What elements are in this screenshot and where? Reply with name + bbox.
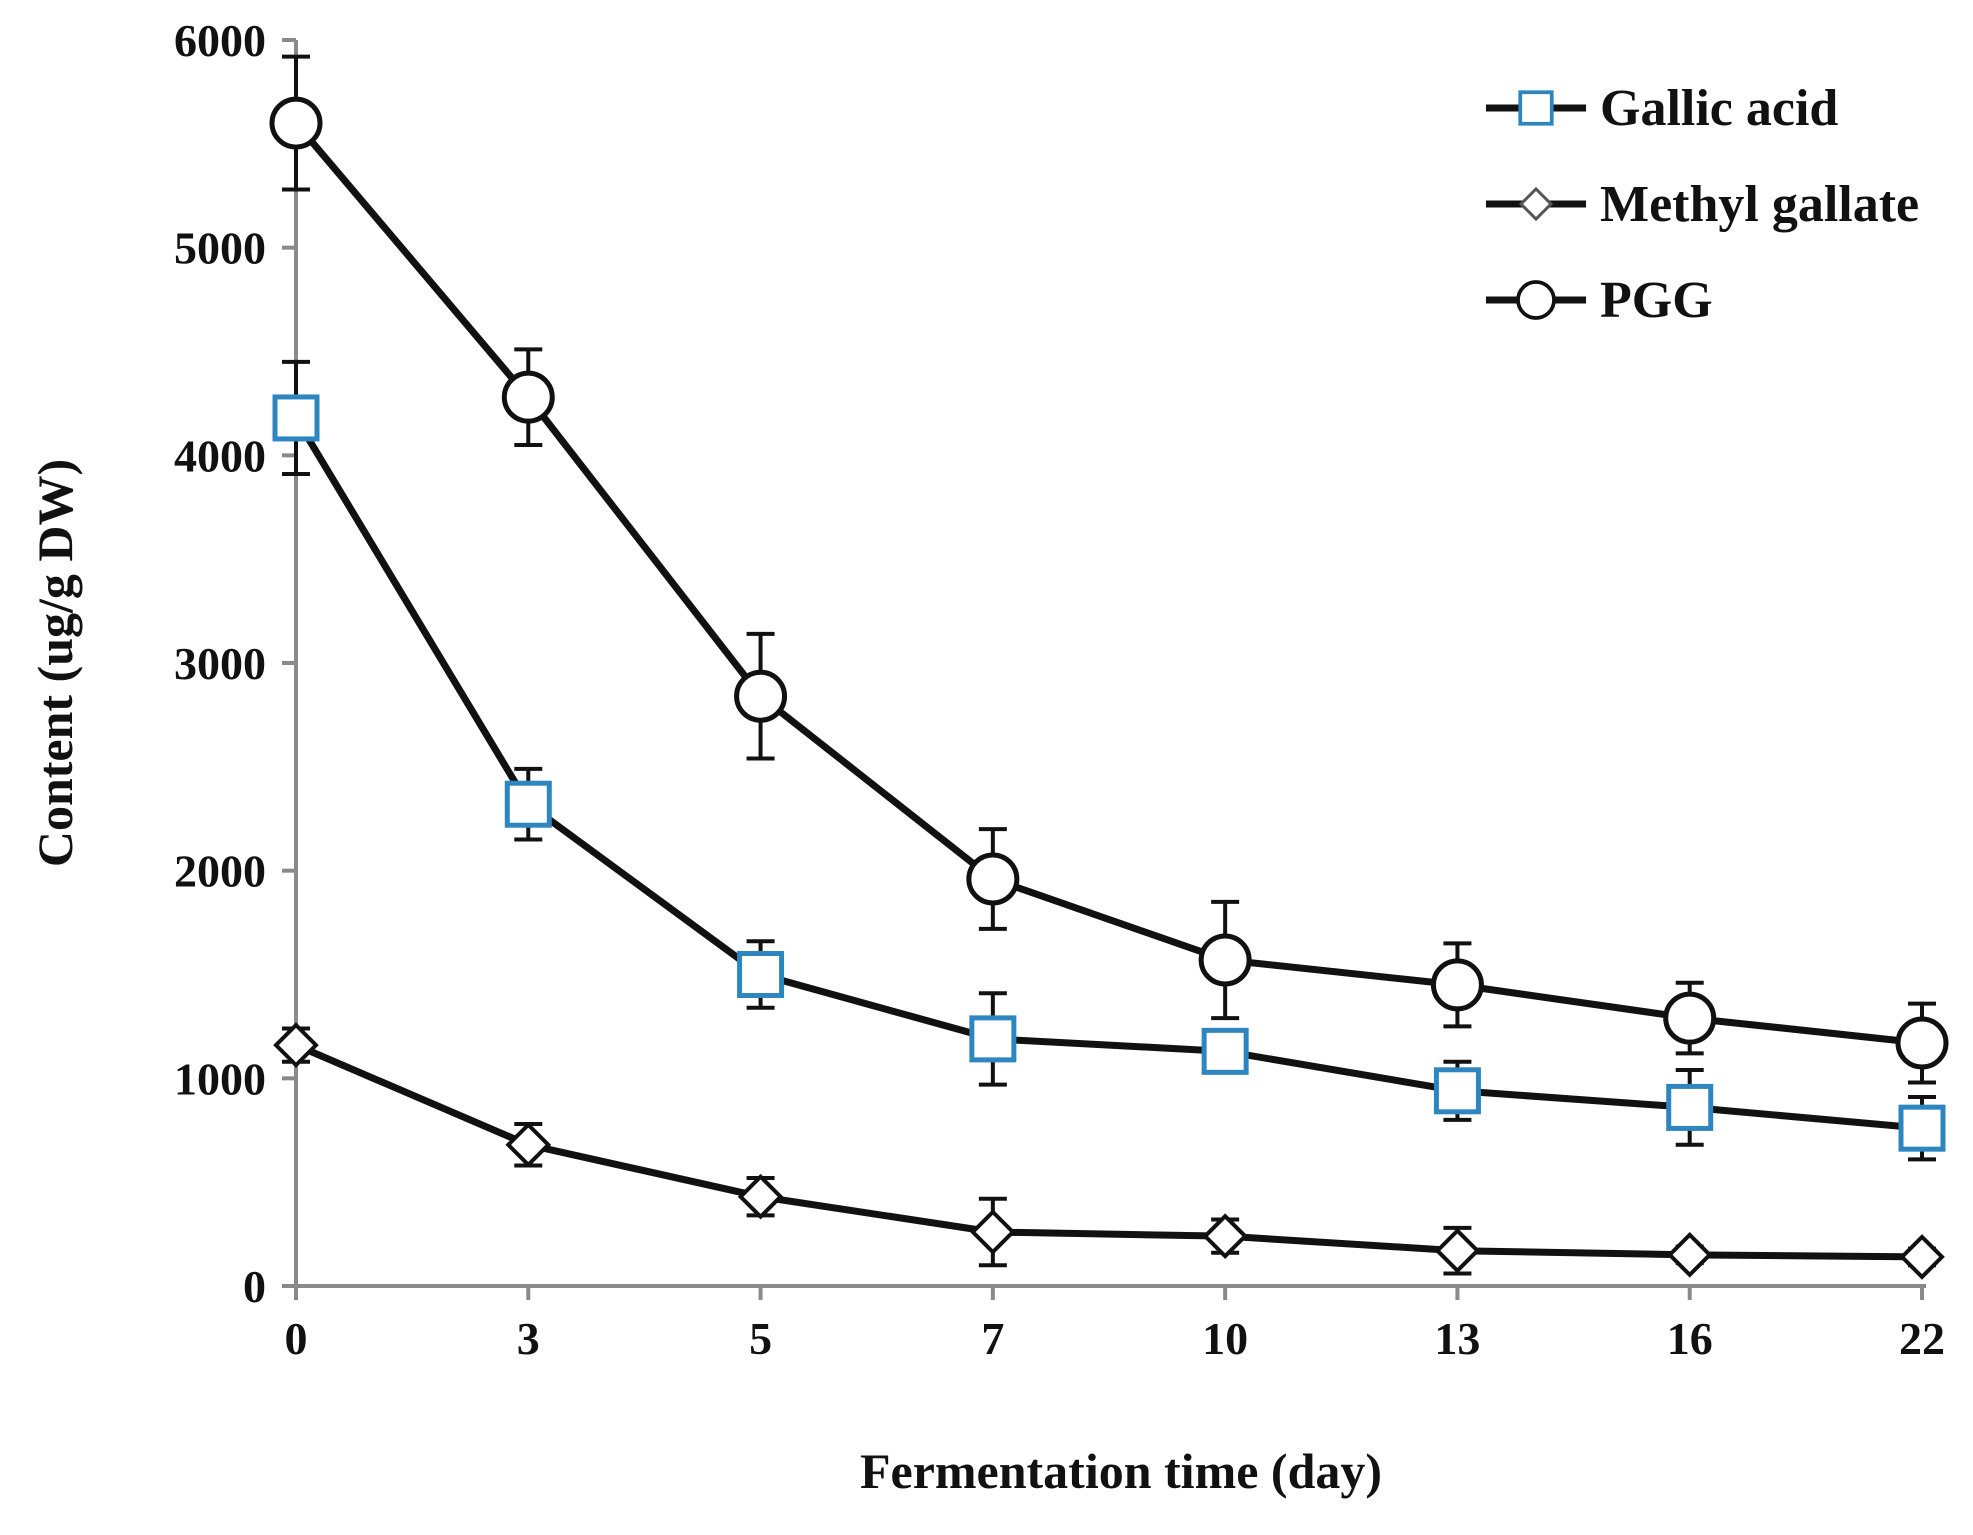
data-point: [1666, 994, 1714, 1042]
y-tick-label: 3000: [174, 638, 266, 689]
y-tick-label: 5000: [174, 223, 266, 274]
x-axis-title: Fermentation time (day): [860, 1443, 1382, 1499]
data-point: [1520, 92, 1552, 124]
y-tick-label: 1000: [174, 1053, 266, 1104]
data-point: [504, 373, 552, 421]
data-point: [1205, 1216, 1245, 1256]
y-ticks: 0 1000 2000 3000 4000 5000 6000: [174, 15, 296, 1312]
x-tick-label: 7: [981, 1313, 1004, 1364]
data-point: [1670, 1235, 1710, 1275]
data-point: [275, 397, 317, 439]
data-point: [1898, 1019, 1946, 1067]
legend-label: Gallic acid: [1600, 80, 1838, 137]
legend-item: Gallic acid: [1486, 80, 1838, 137]
data-point: [1521, 189, 1551, 219]
data-point: [1436, 1070, 1478, 1112]
legend-label: Methyl gallate: [1600, 176, 1919, 233]
x-tick-label: 5: [749, 1313, 772, 1364]
data-point: [1901, 1107, 1943, 1149]
y-tick-label: 4000: [174, 430, 266, 481]
y-axis-title: Content (ug/g DW): [27, 459, 83, 867]
data-point: [969, 855, 1017, 903]
chart: 0 1000 2000 3000 4000 5000 6000 0 3 5 7 10 13 16 22 C…: [0, 0, 1973, 1535]
data-point: [1433, 961, 1481, 1009]
data-point: [508, 1125, 548, 1165]
data-point: [272, 99, 320, 147]
legend-item: Methyl gallate: [1486, 176, 1919, 233]
data-point: [737, 672, 785, 720]
data-point: [1518, 282, 1554, 318]
x-tick-label: 22: [1899, 1313, 1945, 1364]
data-point: [276, 1025, 316, 1065]
legend: Gallic acid Methyl gallate PGG: [1486, 80, 1919, 329]
x-tick-label: 10: [1202, 1313, 1248, 1364]
legend-label: PGG: [1600, 272, 1713, 329]
x-tick-label: 3: [517, 1313, 540, 1364]
data-point: [1204, 1030, 1246, 1072]
series-line: [296, 123, 1922, 1043]
data-point: [1437, 1231, 1477, 1271]
data-point: [972, 1018, 1014, 1060]
data-point: [507, 783, 549, 825]
y-tick-label: 6000: [174, 15, 266, 66]
y-tick-label: 0: [243, 1261, 266, 1312]
data-point: [740, 954, 782, 996]
data-point: [1669, 1086, 1711, 1128]
legend-item: PGG: [1486, 272, 1713, 329]
data-point: [1902, 1237, 1942, 1277]
data-point: [1201, 936, 1249, 984]
x-ticks: 0 3 5 7 10 13 16 22: [285, 1286, 1946, 1364]
x-tick-label: 13: [1434, 1313, 1480, 1364]
y-tick-label: 2000: [174, 846, 266, 897]
x-tick-label: 0: [285, 1313, 308, 1364]
plot-area: [272, 57, 1946, 1277]
series-methyl-gallate: [276, 1025, 1942, 1277]
data-point: [741, 1177, 781, 1217]
x-tick-label: 16: [1667, 1313, 1713, 1364]
data-point: [973, 1212, 1013, 1252]
